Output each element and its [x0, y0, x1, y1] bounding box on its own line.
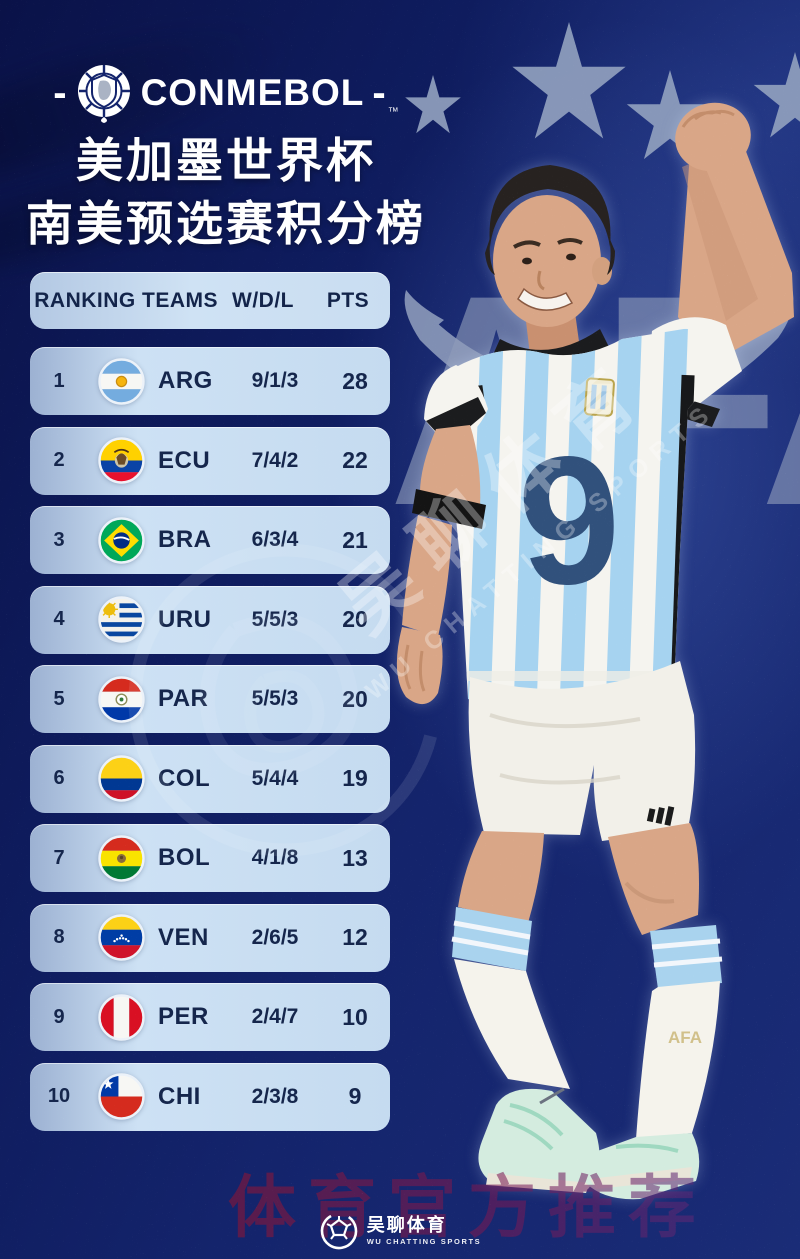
bra-flag-icon [97, 516, 145, 564]
player-photo: 9 AFA [396, 102, 794, 1200]
table-row-bra: 3 BRA 6/3/4 21 [30, 506, 390, 574]
team-flag [88, 437, 154, 484]
team-flag [88, 834, 154, 882]
table-body: 1 ARG 9/1/3 28 2 ECU 7/4/2 22 3 BRA 6/3/4 21 4 UR… [30, 347, 390, 1131]
team-code: BRA [158, 526, 212, 553]
uru-flag-icon [97, 596, 145, 643]
team-flag [88, 357, 154, 405]
team-flag [88, 516, 154, 564]
team-flag [88, 675, 154, 723]
table-row-arg: 1 ARG 9/1/3 28 [30, 347, 390, 415]
team-code: ARG [158, 367, 213, 394]
pts-value: 20 [342, 685, 368, 712]
bol-flag-icon [97, 834, 145, 882]
table-row-ecu: 2 ECU 7/4/2 22 [30, 426, 390, 495]
wdl-value: 2/4/7 [251, 1005, 299, 1028]
team-code: BOL [158, 844, 211, 871]
page-title: 美加墨世界杯 南美预选赛积分榜 [0, 130, 452, 255]
ecu-flag-icon [97, 437, 145, 484]
wdl-value: 5/5/3 [251, 687, 299, 710]
team-flag [88, 755, 154, 802]
pts-value: 21 [342, 526, 368, 553]
table-row-ven: 8 VEN 2/6/5 12 [30, 903, 390, 972]
team-flag [88, 1073, 154, 1120]
table-row-bol: 7 BOL 4/1/8 13 [30, 824, 390, 892]
wdl-value: 6/3/4 [251, 528, 299, 551]
rank-value: 5 [53, 687, 65, 710]
pts-value: 13 [342, 844, 368, 871]
per-flag-icon [97, 993, 145, 1041]
rank-value: 4 [53, 608, 65, 630]
title-line-2: 南美预选赛积分榜 [26, 196, 426, 250]
col-flag-icon [97, 755, 145, 802]
table-row-col: 6 COL 5/4/4 19 [30, 744, 390, 813]
footer-logo-english: WU CHATTING SPORTS [366, 1237, 482, 1247]
wdl-value: 2/6/5 [251, 925, 299, 949]
wdl-value: 7/4/2 [251, 448, 299, 472]
rank-value: 2 [53, 449, 65, 471]
table-header: RANKING TEAMS W/D/L PTS [30, 272, 390, 329]
wdl-value: 5/5/3 [251, 607, 299, 631]
rank-value: 10 [47, 1085, 71, 1107]
team-flag [88, 993, 154, 1041]
brand-dash: - [53, 71, 67, 115]
pts-value: 10 [342, 1003, 368, 1030]
pts-value: 28 [342, 367, 368, 394]
team-code: ECU [158, 446, 211, 474]
rank-value: 6 [53, 767, 65, 789]
table-row-par: 5 PAR 5/5/3 20 [30, 665, 390, 733]
standings-table: RANKING TEAMS W/D/L PTS 1 ARG 9/1/3 28 2 EC… [30, 272, 390, 1142]
pts-value: 19 [342, 765, 368, 791]
team-code: URU [158, 605, 212, 633]
wdl-value: 9/1/3 [251, 369, 299, 392]
footer-logo-chinese: 吴聊体育 [366, 1215, 447, 1236]
football-logo-icon [320, 1212, 358, 1250]
wdl-value: 2/3/8 [251, 1084, 299, 1108]
table-row-chi: 10 CHI 2/3/8 9 [30, 1062, 390, 1131]
conmebol-emblem-icon [77, 65, 130, 123]
header-wdl: W/D/L [232, 288, 294, 312]
footer-logo: 吴聊体育 WU CHATTING SPORTS [0, 1211, 800, 1251]
table-row-uru: 4 URU 5/5/3 20 [30, 585, 390, 654]
ven-flag-icon [97, 914, 145, 961]
pts-value: 9 [348, 1083, 362, 1109]
chi-flag-icon [97, 1073, 145, 1120]
header-ranking: RANKING [34, 288, 136, 312]
team-code: PAR [158, 685, 209, 712]
jersey-number: 9 [512, 415, 627, 626]
wdl-value: 5/4/4 [251, 766, 299, 790]
team-code: PER [158, 1003, 209, 1030]
team-flag [88, 596, 154, 643]
header-teams: TEAMS [142, 288, 218, 312]
brand-name: CONMEBOL [140, 72, 365, 113]
rank-value: 7 [53, 846, 65, 869]
pts-value: 22 [342, 447, 368, 473]
team-flag [88, 914, 154, 961]
rank-value: 8 [53, 926, 65, 948]
table-row-per: 9 PER 2/4/7 10 [30, 983, 390, 1051]
rank-value: 1 [53, 369, 65, 392]
par-flag-icon [97, 675, 145, 723]
pts-value: 20 [342, 606, 368, 632]
header-pts: PTS [326, 288, 370, 312]
pts-value: 12 [342, 924, 368, 950]
arg-flag-icon [97, 357, 145, 405]
title-line-1: 美加墨世界杯 [76, 134, 376, 187]
brand-dash: - [372, 71, 386, 115]
wdl-value: 4/1/8 [251, 846, 299, 869]
conmebol-logo: - CONMEBOL - ™ [0, 62, 452, 124]
rank-value: 3 [53, 528, 65, 551]
sock-text: AFA [668, 1028, 702, 1047]
rank-value: 9 [53, 1005, 65, 1028]
team-code: VEN [158, 923, 209, 951]
team-code: COL [158, 764, 211, 792]
team-code: CHI [158, 1082, 201, 1110]
